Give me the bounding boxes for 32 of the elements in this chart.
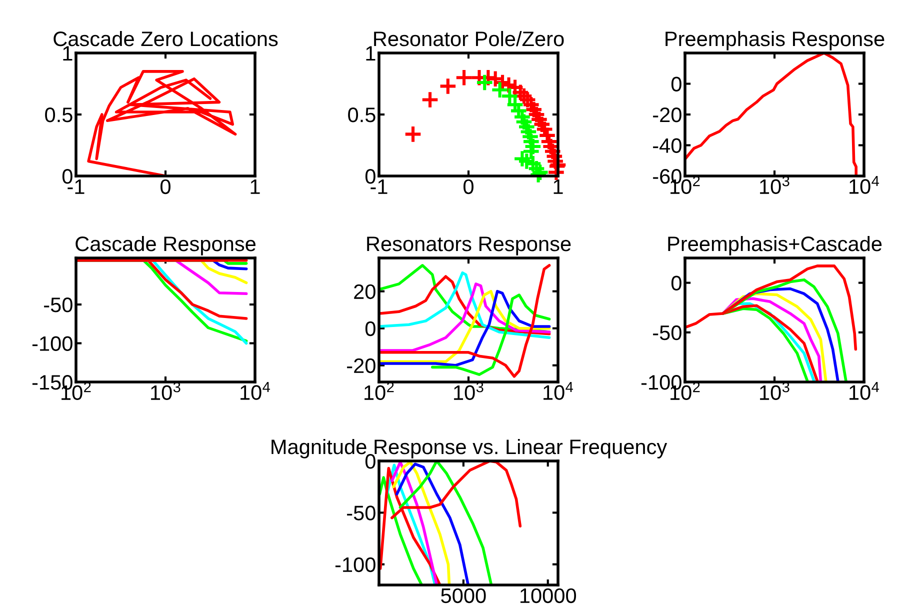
chart-title: Cascade Zero Locations — [54, 30, 278, 46]
x-tick-label: 10000 — [520, 588, 576, 604]
y-tick-label: -100 — [32, 336, 72, 352]
chart-title: Cascade Response — [76, 236, 256, 256]
y-tick-label: 1 — [366, 46, 376, 61]
chart-title: Preemphasis Response — [666, 30, 884, 50]
y-tick-label: 0 — [365, 321, 376, 336]
y-tick-label: -50 — [653, 325, 682, 340]
x-tick-label: 0 — [464, 179, 474, 194]
x-tick-label: 1 — [250, 180, 260, 194]
y-tick-label: -50 — [347, 506, 376, 520]
y-tick-label: -100 — [335, 557, 376, 572]
y-tick-label: 0 — [671, 76, 682, 92]
x-tick-label: 10$^{4}$ — [544, 382, 574, 400]
chart-title: Preemphasis+Cascade — [668, 236, 882, 256]
x-tick-label: 1 — [554, 180, 563, 194]
y-tick-label: 0.5 — [348, 108, 376, 122]
y-tick-label: -50 — [44, 298, 72, 312]
x-tick-label: 10$^{4}$ — [850, 176, 880, 194]
x-tick-label: 5000 — [441, 588, 486, 604]
x-tick-label: 10$^{4}$ — [850, 382, 880, 400]
y-tick-label: 1 — [63, 46, 72, 61]
x-tick-label: 10$^{4}$ — [240, 382, 270, 400]
y-tick-label: 0 — [671, 276, 682, 291]
x-tick-label: 0 — [160, 179, 170, 194]
chart-title: Resonators Response — [367, 236, 571, 256]
y-tick-label: -40 — [653, 138, 682, 154]
y-tick-label: 0.5 — [45, 108, 72, 122]
chart-title: Resonator Pole/Zero — [374, 30, 564, 46]
y-tick-label: -20 — [653, 108, 682, 122]
y-tick-label: -20 — [347, 358, 376, 374]
y-tick-label: 20 — [354, 284, 376, 300]
